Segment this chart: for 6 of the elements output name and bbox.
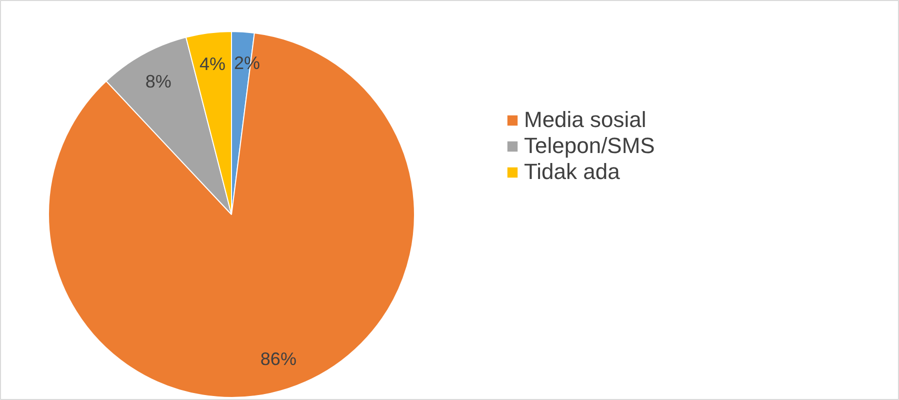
data-label: 4% [199,54,226,74]
legend-label: Tidak ada [524,159,620,185]
legend-label: Telepon/SMS [524,133,655,159]
data-label: 86% [260,348,296,369]
data-label: 8% [145,71,172,92]
legend-label: Media sosial [524,107,646,133]
